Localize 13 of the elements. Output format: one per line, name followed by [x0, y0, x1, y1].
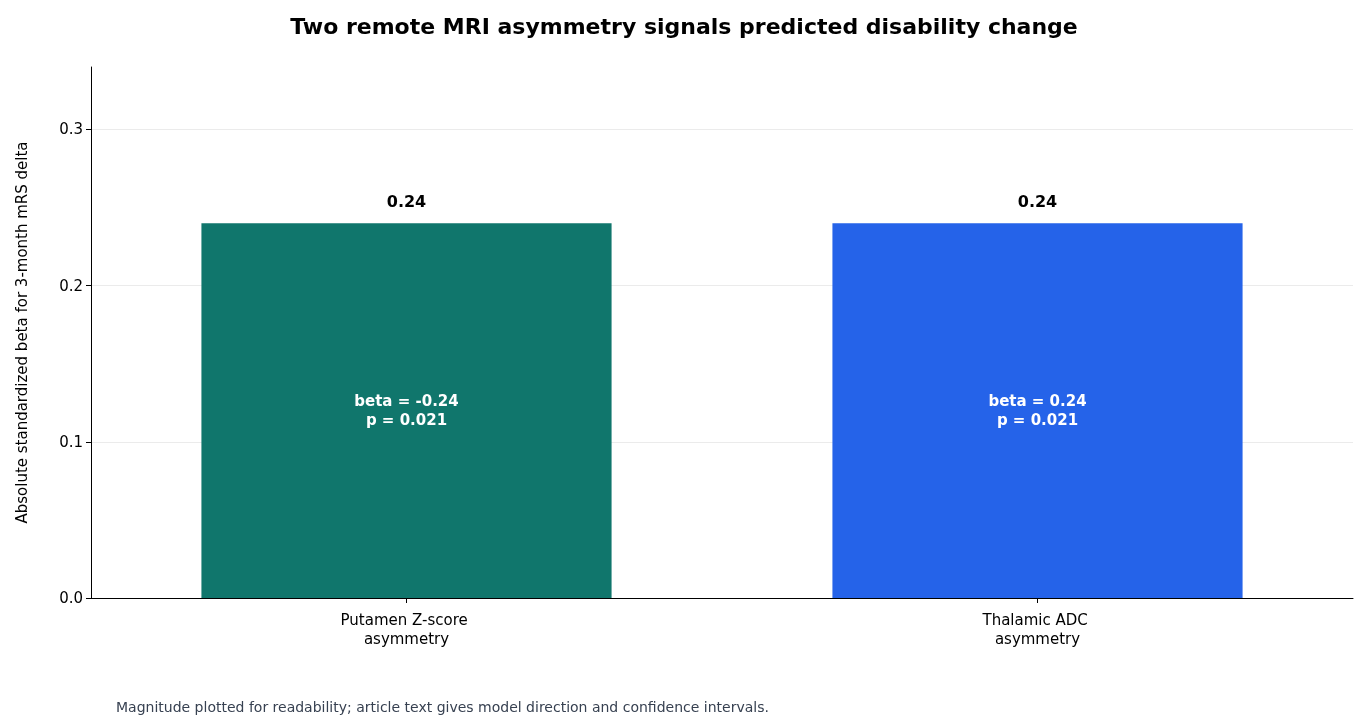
y-tick-label: 0.1	[59, 432, 83, 451]
y-tick-label: 0.2	[59, 276, 83, 295]
y-tick-label: 0.0	[59, 589, 83, 607]
x-tick-label: Thalamic ADC asymmetry	[981, 610, 1093, 648]
y-axis-title: Absolute standardized beta for 3-month mRS delta	[12, 141, 31, 524]
annotation: beta = 0.24 p = 0.021	[988, 392, 1087, 430]
x-tick-label: Putamen Z-score asymmetry	[340, 610, 473, 648]
text: Magnitude plotted for readability; article text gives model direction and confidence intervals.	[116, 699, 769, 715]
annotation: beta = -0.24 p = 0.021	[354, 392, 459, 430]
data-label: 0.24	[386, 191, 427, 211]
data-label: 0.24	[1017, 191, 1058, 211]
chart-title: Two remote MRI asymmetry signals predicted disability change	[290, 13, 1078, 39]
y-tick-label: 0.3	[59, 120, 83, 139]
